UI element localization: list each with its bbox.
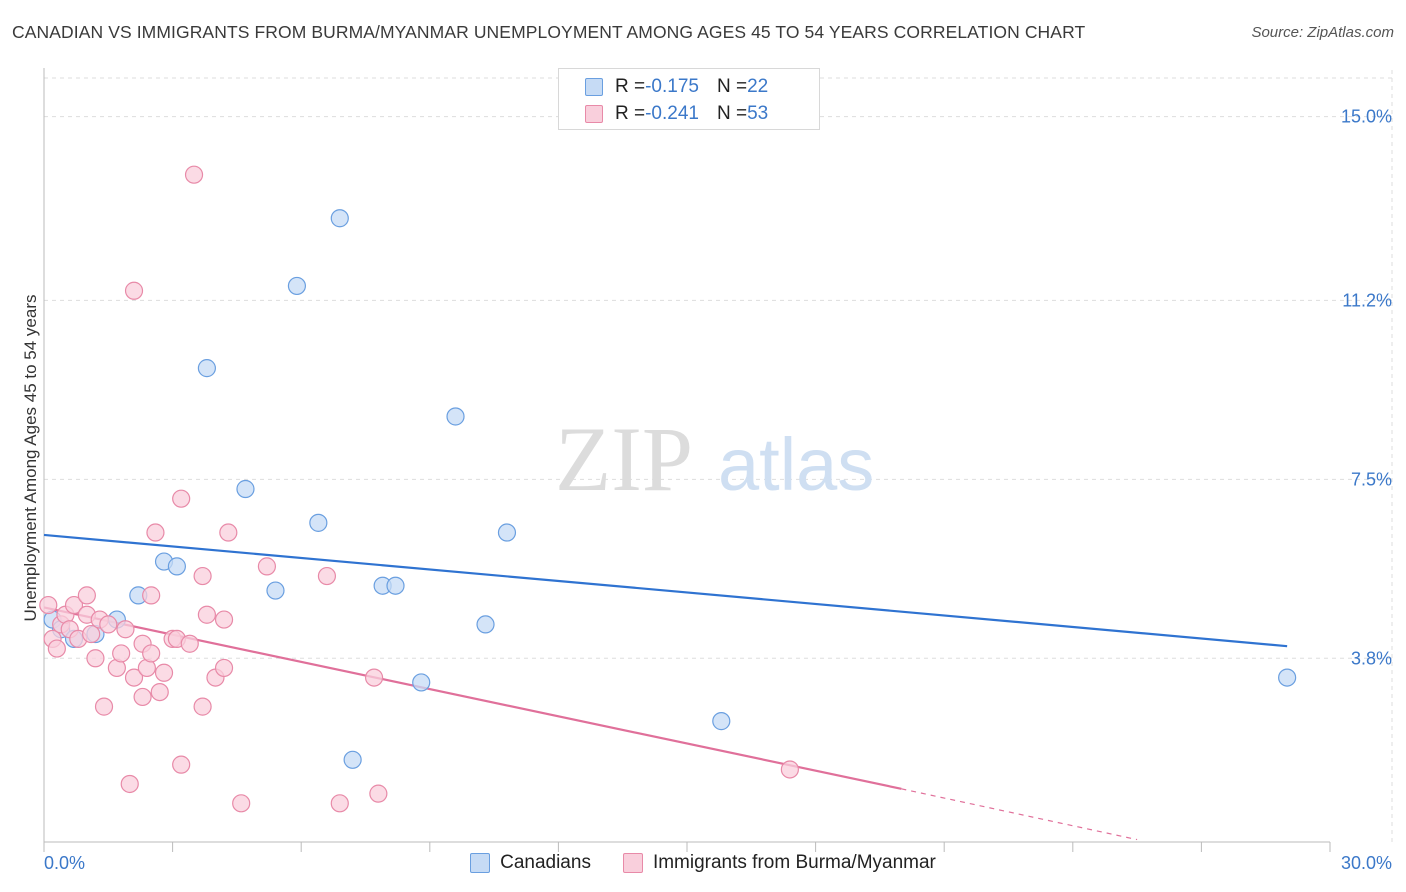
series-label-canadians: Canadians — [500, 852, 591, 873]
point-burma — [214, 610, 234, 629]
point-canadians — [287, 276, 307, 296]
axes-layer — [43, 68, 1331, 852]
point-burma — [172, 755, 191, 774]
trend-layer — [43, 533, 1288, 841]
point-canadians — [330, 209, 349, 228]
point-burma — [120, 774, 139, 794]
legend-r-label: R = — [615, 103, 646, 124]
point-burma — [330, 794, 349, 813]
y-tick-label: 3.8% — [1351, 648, 1392, 668]
point-burma — [116, 620, 135, 639]
point-canadians — [1278, 668, 1297, 687]
point-burma — [193, 697, 212, 716]
point-canadians — [386, 576, 405, 595]
point-burma — [369, 784, 388, 803]
point-burma — [39, 595, 58, 615]
point-burma — [257, 557, 277, 576]
series-swatch-burma — [622, 853, 643, 873]
point-burma — [124, 281, 144, 300]
point-burma — [47, 639, 66, 658]
point-burma — [99, 615, 118, 634]
point-burma — [142, 644, 161, 663]
point-canadians — [412, 673, 431, 692]
series-swatch-canadians — [470, 853, 491, 873]
legend-row-burma: R = -0.241 N = 53 — [585, 102, 768, 126]
point-burma — [94, 697, 114, 716]
point-burma — [364, 668, 384, 687]
source-label: Source: ZipAtlas.com — [1251, 24, 1394, 41]
legend-r-value: -0.241 — [645, 103, 699, 124]
point-burma — [77, 586, 96, 605]
point-burma — [82, 624, 101, 644]
y-tick-label: 15.0% — [1341, 107, 1392, 127]
watermark-atlas: atlas — [718, 423, 874, 506]
legend-swatch-burma — [585, 105, 603, 123]
point-burma — [219, 523, 238, 542]
point-burma — [112, 644, 131, 663]
point-burma — [232, 794, 251, 813]
legend-n-label: N = — [716, 103, 748, 124]
y-tick-label: 7.5% — [1351, 469, 1392, 489]
point-canadians — [309, 513, 328, 532]
legend-swatch-canadians — [585, 78, 603, 96]
point-burma — [214, 658, 234, 678]
point-canadians — [446, 407, 465, 426]
point-canadians — [266, 581, 285, 600]
point-burma — [86, 649, 105, 668]
y-tick-label: 11.2% — [1342, 290, 1392, 310]
x-tick-label: 0.0% — [44, 853, 85, 873]
x-tick-label: 30.0% — [1341, 853, 1392, 873]
stats-legend: R = -0.175 N = 22 R = -0.241 N = 53 — [558, 68, 820, 130]
point-burma — [193, 566, 212, 586]
watermark-zip: ZIP — [555, 408, 693, 510]
points-layer — [39, 165, 1297, 813]
point-canadians — [236, 479, 255, 499]
legend-n-label: N = — [716, 76, 748, 97]
y-axis-label: Unemployment Among Ages 45 to 54 years — [21, 295, 40, 622]
series-legend: Canadians Immigrants from Burma/Myanmar — [0, 852, 1406, 874]
chart-title: CANADIAN VS IMMIGRANTS FROM BURMA/MYANMA… — [12, 22, 1086, 42]
legend-r-label: R = — [615, 76, 646, 97]
point-burma — [133, 687, 152, 707]
trend-line-dashed-burma — [901, 788, 1138, 841]
legend-n-value: 22 — [747, 76, 769, 97]
legend-row-canadians: R = -0.175 N = 22 — [585, 75, 768, 99]
point-burma — [172, 489, 191, 508]
point-burma — [146, 523, 165, 542]
point-canadians — [497, 523, 517, 542]
point-burma — [180, 634, 199, 653]
point-canadians — [167, 557, 186, 576]
series-legend-burma[interactable]: Immigrants from Burma/Myanmar — [622, 852, 936, 874]
grid-layer — [44, 70, 1393, 842]
legend-r-value: -0.175 — [645, 76, 699, 97]
point-burma — [780, 760, 799, 779]
point-burma — [150, 683, 169, 702]
series-legend-canadians[interactable]: Canadians — [470, 852, 591, 874]
point-burma — [124, 668, 144, 687]
point-burma — [184, 165, 204, 184]
point-burma — [64, 595, 84, 615]
legend-n-value: 53 — [747, 103, 769, 124]
point-canadians — [712, 712, 731, 731]
point-canadians — [476, 615, 495, 634]
trend-line-canadians — [43, 533, 1288, 648]
point-burma — [154, 663, 174, 682]
point-burma — [142, 586, 161, 605]
point-burma — [317, 566, 337, 586]
labels-layer: 3.8% 7.5% 11.2% 15.0% 0.0% 30.0% Unemployment … — [21, 107, 1392, 873]
point-canadians — [197, 359, 216, 378]
series-label-burma: Immigrants from Burma/Myanmar — [652, 852, 936, 873]
watermark: ZIP atlas — [555, 408, 874, 510]
point-canadians — [343, 750, 362, 769]
point-burma — [197, 605, 216, 624]
